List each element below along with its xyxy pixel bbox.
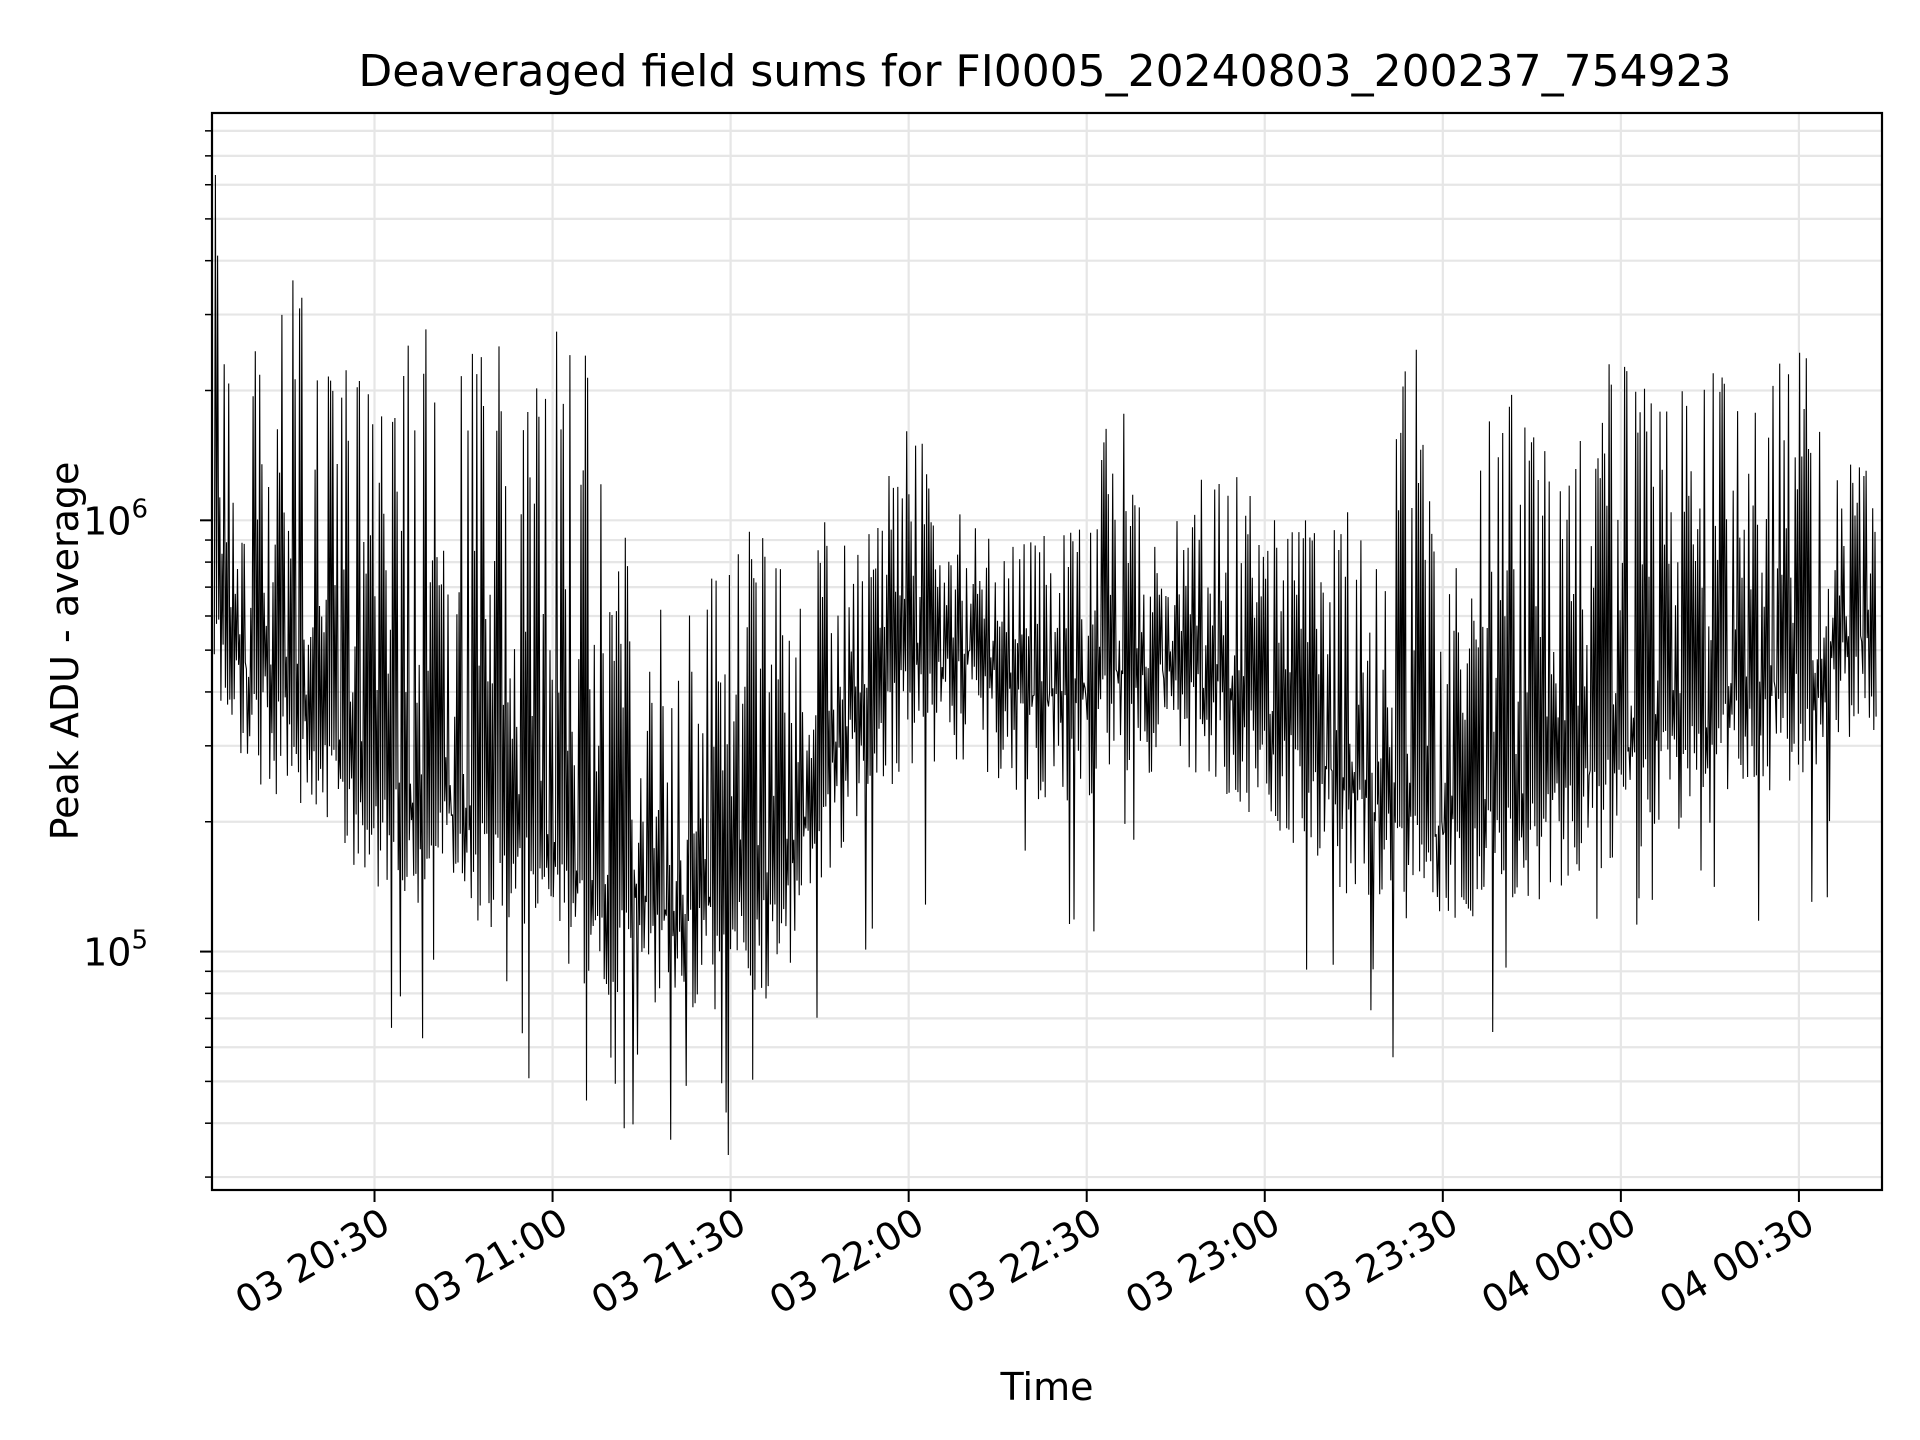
- x-tick-label: 03 22:30: [940, 1200, 1109, 1323]
- x-axis-label: Time: [1000, 1365, 1094, 1409]
- plot-frame: [210, 111, 1884, 1192]
- x-tick-label: 03 21:00: [406, 1200, 575, 1323]
- chart-title: Deaveraged field sums for FI0005_2024080…: [358, 46, 1731, 97]
- x-tick-label: 03 23:30: [1296, 1200, 1465, 1323]
- x-tick-label: 03 23:00: [1118, 1200, 1287, 1323]
- x-tick-label: 03 21:30: [584, 1200, 753, 1323]
- y-tick-label: 105: [83, 926, 148, 975]
- x-tick-label: 04 00:30: [1652, 1200, 1821, 1323]
- series-line: [213, 174, 1877, 1156]
- x-axis: 03 20:30 03 21:00 03 21:30 03 22:00 03 22:30…: [228, 1190, 1821, 1323]
- x-tick-label: 03 22:00: [762, 1200, 931, 1323]
- x-tick-label: 03 20:30: [228, 1200, 397, 1323]
- y-axis: 105 106: [83, 130, 212, 1178]
- y-axis-label: Peak ADU - average: [43, 462, 87, 841]
- x-tick-label: 04 00:00: [1474, 1200, 1643, 1323]
- series-polyline: [213, 174, 1877, 1156]
- y-tick-label: 106: [83, 494, 148, 543]
